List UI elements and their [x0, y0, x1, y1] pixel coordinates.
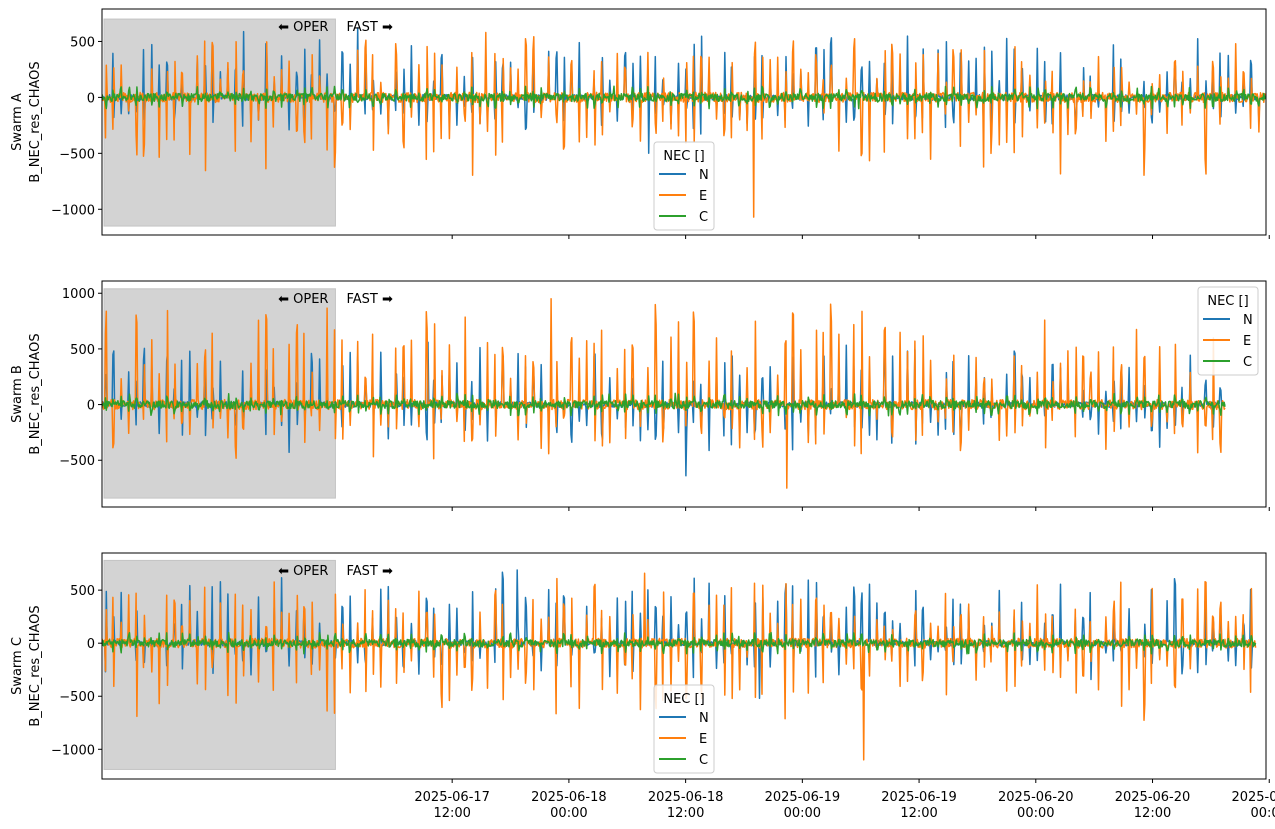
axes-frame — [101, 8, 1267, 236]
y-axis-label-quantity: B_NEC_res_CHAOS — [28, 333, 43, 454]
legend: NEC [] NEC — [653, 684, 715, 774]
axes-frame — [101, 280, 1267, 508]
legend-title: NEC [] — [663, 692, 704, 707]
legend-entry-c: C — [699, 753, 708, 768]
legend-entry-e: E — [1243, 334, 1251, 349]
y-tick-label: −500 — [59, 147, 95, 162]
y-tick-label: −500 — [59, 454, 95, 469]
oper-annotation: ⬅ OPER — [278, 564, 328, 579]
x-tick-label-date: 2025-06-20 — [1115, 790, 1191, 805]
legend: NEC [] NEC — [1197, 286, 1259, 376]
oper-annotation: ⬅ OPER — [278, 292, 328, 307]
x-tick-label-date: 2025-06-19 — [881, 790, 957, 805]
x-tick-label-time: 00:00 — [1251, 806, 1275, 821]
x-tick-label-time: 12:00 — [667, 806, 704, 821]
x-tick-label-time: 12:00 — [433, 806, 470, 821]
legend-entry-n: N — [699, 711, 709, 726]
y-tick-label: 0 — [87, 637, 95, 652]
series-e-line — [102, 298, 1226, 489]
series-c-line — [102, 392, 1226, 417]
legend-entry-c: C — [699, 210, 708, 225]
y-tick-label: 500 — [70, 584, 95, 599]
panel-1: 500 0 −500 −1000 Swarm A B_NEC_res_CHAOS ⬅ OPE… — [10, 8, 1270, 239]
legend-box — [653, 684, 715, 774]
y-axis-label-satellite: Swarm B — [10, 365, 25, 423]
y-tick-label: −500 — [59, 690, 95, 705]
x-tick-label-date: 2025-06-21 — [1231, 790, 1275, 805]
x-tick-label-date: 2025-06-18 — [531, 790, 607, 805]
legend: NEC [] NEC — [653, 141, 715, 231]
x-tick-label-date: 2025-06-18 — [648, 790, 724, 805]
panel-3: 5000−500−10002025-06-1712:002025-06-1800… — [10, 552, 1275, 821]
legend-box — [1197, 286, 1259, 376]
y-tick-label: 500 — [70, 35, 95, 50]
series-c-line — [102, 85, 1266, 110]
x-tick-label-time: 00:00 — [784, 806, 821, 821]
y-axis-label-satellite: Swarm C — [10, 637, 25, 695]
y-tick-label: 500 — [70, 343, 95, 358]
legend-entry-e: E — [699, 189, 707, 204]
legend-box — [653, 141, 715, 231]
axes-frame — [101, 552, 1267, 780]
x-tick-label-time: 12:00 — [900, 806, 937, 821]
legend-entry-e: E — [699, 732, 707, 747]
series-c-line — [102, 631, 1257, 655]
fast-annotation: FAST ➡ — [346, 292, 393, 307]
x-tick-label-time: 00:00 — [550, 806, 587, 821]
y-axis-label-satellite: Swarm A — [10, 93, 25, 151]
y-tick-label: 0 — [87, 91, 95, 106]
panel-2: 1000 500 0 −500 Swarm B B_NEC_res_CHAOS ⬅ OPER… — [10, 280, 1270, 511]
y-tick-label: 1000 — [62, 287, 95, 302]
x-tick-label-time: 00:00 — [1017, 806, 1054, 821]
legend-entry-n: N — [1243, 313, 1253, 328]
legend-entry-c: C — [1243, 355, 1252, 370]
oper-annotation: ⬅ OPER — [278, 20, 328, 35]
legend-title: NEC [] — [1207, 294, 1248, 309]
y-axis-label-quantity: B_NEC_res_CHAOS — [28, 605, 43, 726]
legend-entry-n: N — [699, 168, 709, 183]
legend-title: NEC [] — [663, 149, 704, 164]
fast-annotation: FAST ➡ — [346, 564, 393, 579]
y-tick-label: −1000 — [51, 203, 95, 218]
x-tick-label-date: 2025-06-17 — [414, 790, 490, 805]
y-tick-label: −1000 — [51, 743, 95, 758]
y-tick-label: 0 — [87, 399, 95, 414]
x-tick-label-date: 2025-06-19 — [765, 790, 841, 805]
oper-shaded-region — [103, 18, 336, 227]
x-tick-label-time: 12:00 — [1134, 806, 1171, 821]
y-axis-label-quantity: B_NEC_res_CHAOS — [28, 61, 43, 182]
x-tick-label-date: 2025-06-20 — [998, 790, 1074, 805]
fast-annotation: FAST ➡ — [346, 20, 393, 35]
